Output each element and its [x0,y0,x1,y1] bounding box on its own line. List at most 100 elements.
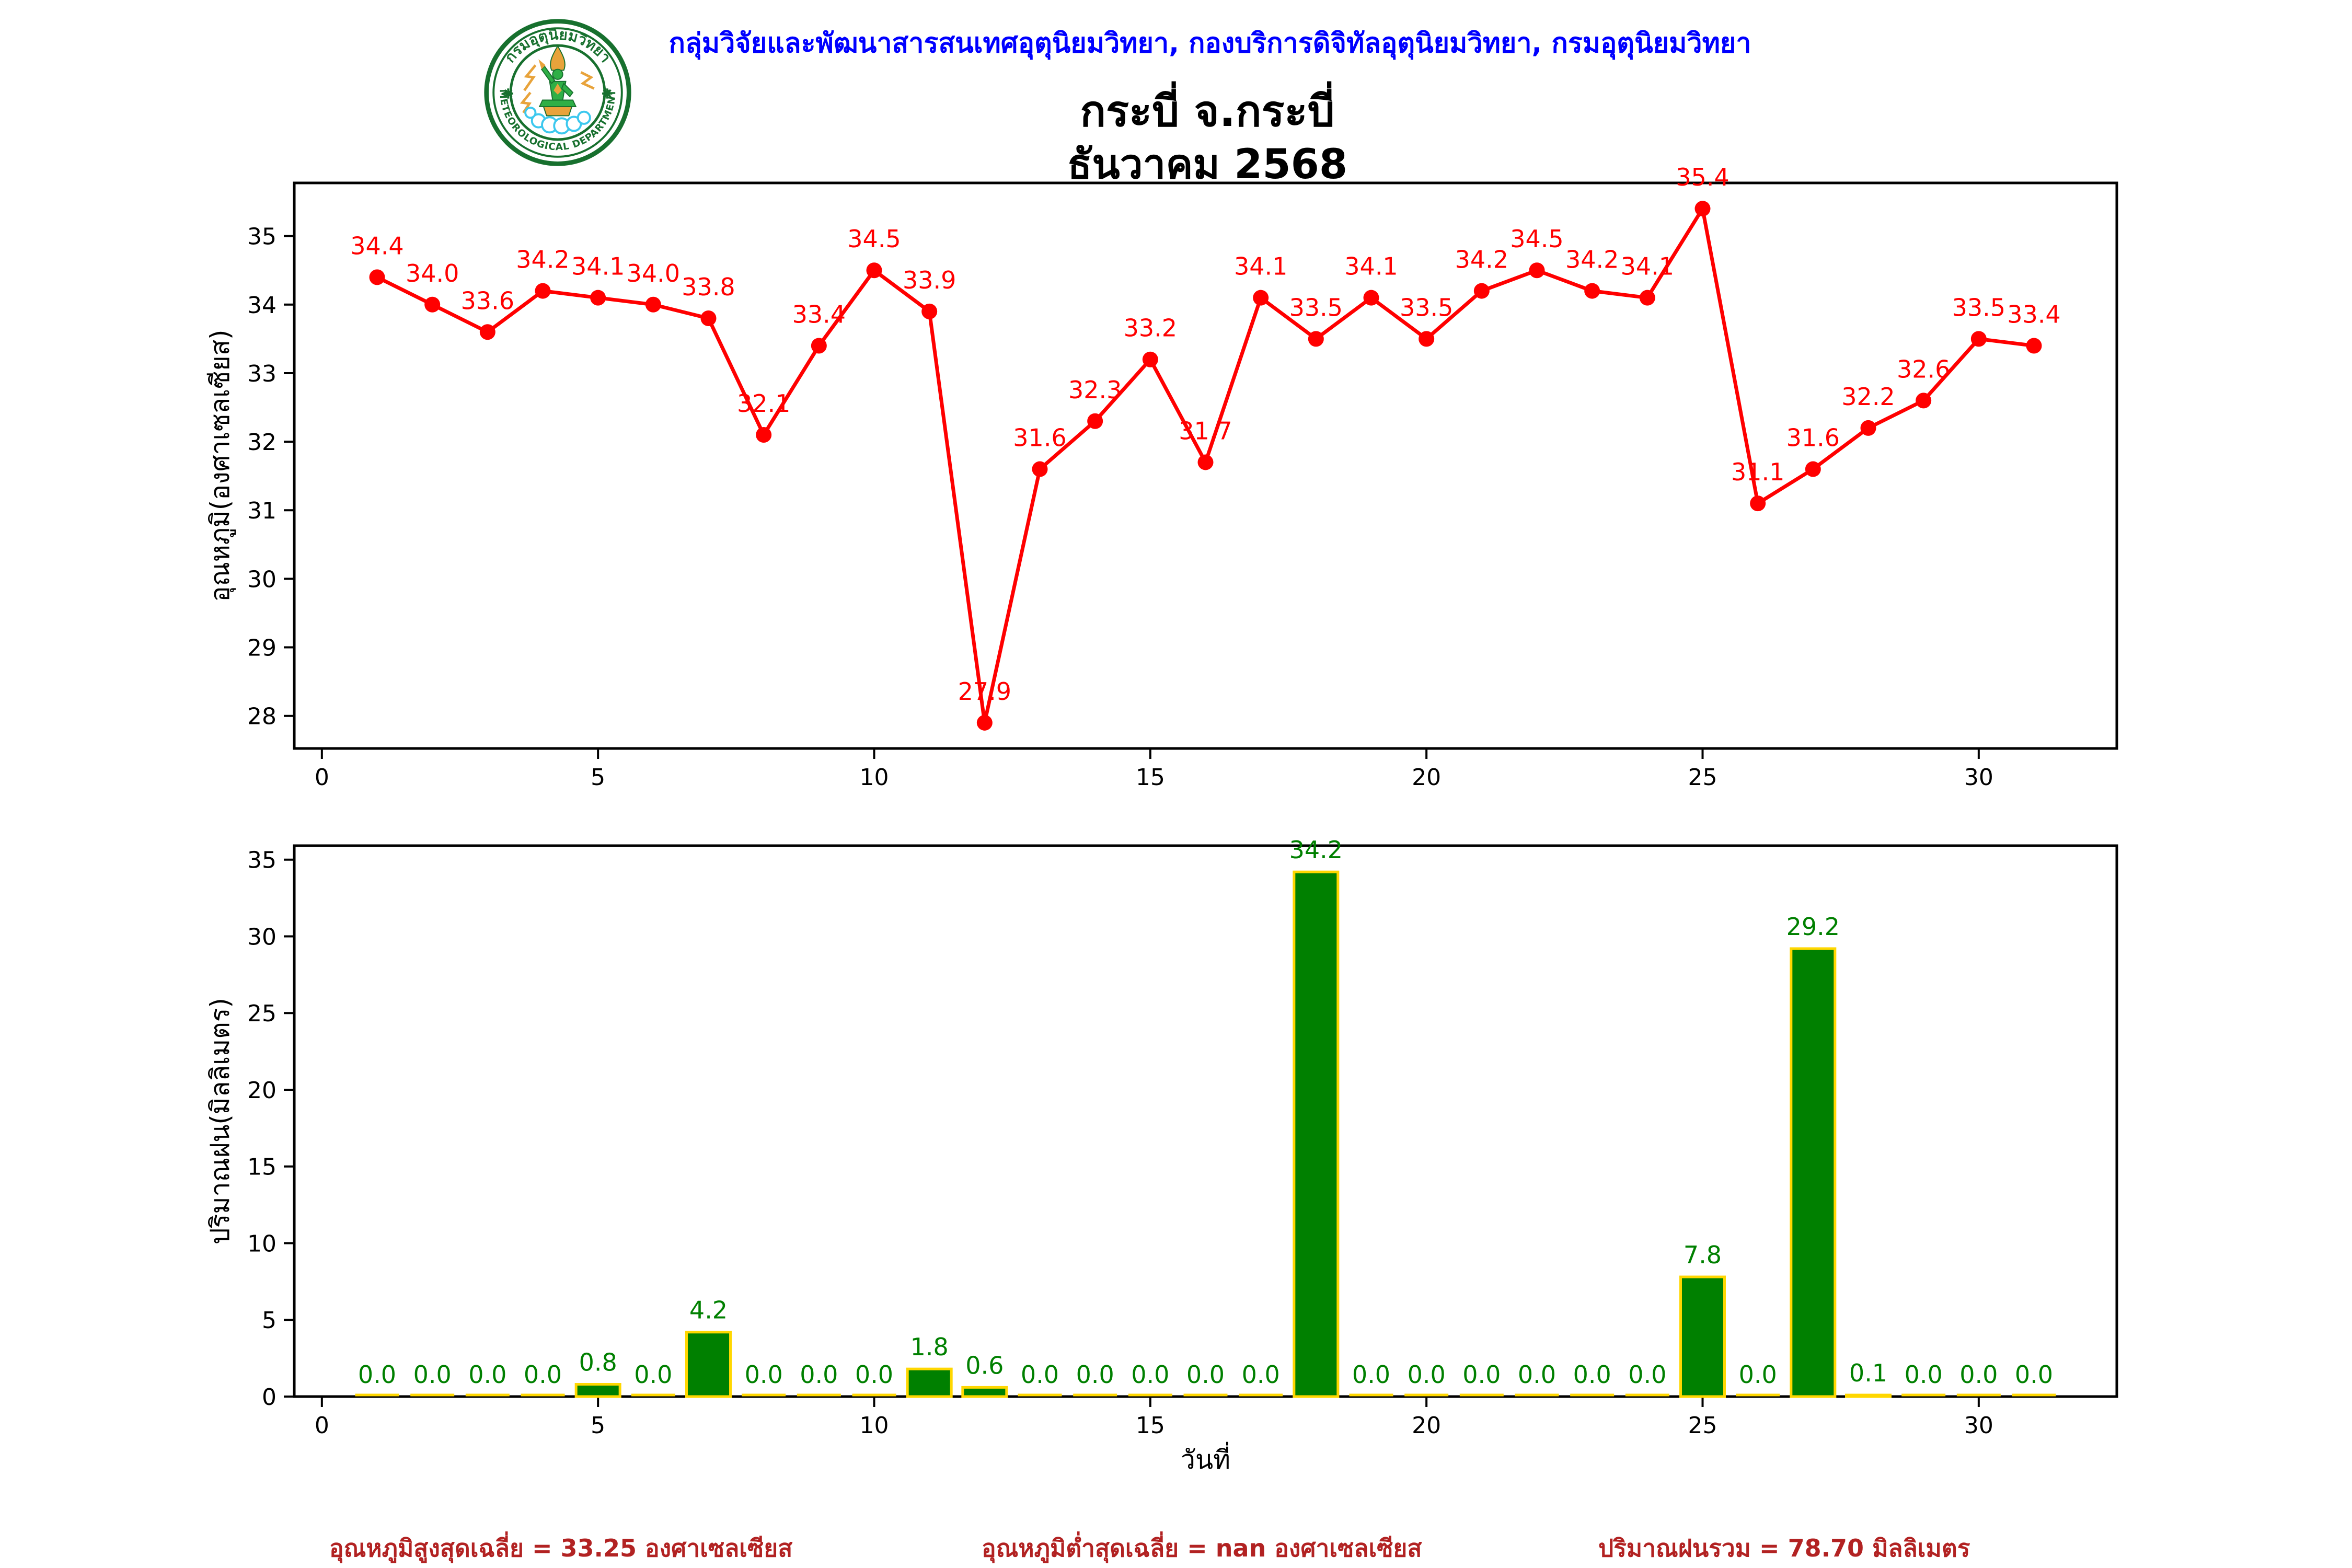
seal-base-platform [543,106,573,117]
temperature-point [1363,290,1379,306]
y-axis-label: อุณหภูมิ(องศาเซลเซียส) [205,329,236,602]
rain-value-label: 0.0 [413,1361,452,1389]
seal-head [552,68,563,80]
avg-min-temp-summary: อุณหภูมิต่ำสุดเฉลี่ย = nan องศาเซลเซียส [982,1534,1422,1562]
rain-value-label: 0.0 [745,1361,783,1389]
temperature-point [590,290,606,306]
temperature-point [1087,413,1103,429]
temperature-value-label: 31.7 [1179,417,1232,445]
y-tick-label: 35 [247,224,276,250]
seal-star-left-icon [503,88,513,99]
x-tick-label: 20 [1412,1412,1441,1439]
rain-value-label: 0.0 [855,1361,893,1389]
avg-max-temp-summary: อุณหภูมิสูงสุดเฉลี่ย = 33.25 องศาเซลเซีย… [329,1534,793,1562]
rain-value-label: 34.2 [1289,836,1343,864]
x-tick-label: 30 [1964,764,1993,791]
seal-left-arm [540,65,556,85]
temperature-point [2026,338,2042,354]
x-tick-label: 5 [591,764,605,791]
temperature-value-label: 34.5 [847,225,901,253]
temperature-point [1529,262,1545,279]
temperature-point [479,324,495,340]
temperature-point [1473,283,1490,299]
plot-frame [293,181,2118,750]
rain-value-label: 0.0 [1242,1361,1280,1389]
temperature-value-label: 33.4 [2007,300,2060,328]
y-tick-label: 28 [247,704,276,730]
y-tick-label: 25 [247,1000,276,1027]
temperature-value-label: 34.2 [516,246,569,274]
seal-middle-ring [492,27,623,158]
rain-value-label: 0.0 [358,1361,396,1389]
temperature-value-label: 33.8 [682,273,735,301]
rain-value-label: 0.6 [965,1351,1004,1379]
temperature-point [1860,420,1876,436]
y-tick-label: 34 [247,292,276,319]
temperature-point [369,269,385,285]
temperature-value-label: 33.6 [461,286,514,315]
rain-value-label: 0.0 [1186,1361,1225,1389]
x-tick-label: 25 [1688,764,1717,791]
temperature-value-label: 33.5 [1289,293,1343,321]
rain-value-label: 1.8 [910,1333,949,1361]
total-rain-summary: ปริมาณฝนรวม = 78.70 มิลลิเมตร [1598,1534,1970,1562]
temperature-value-label: 34.1 [1621,252,1674,281]
rain-bar [685,1331,732,1398]
seal-star-right-icon [602,88,613,99]
rain-value-label: 0.8 [579,1348,617,1377]
seal-clouds-icon [524,107,591,135]
rain-value-label: 29.2 [1786,913,1840,941]
y-tick-label: 20 [247,1077,276,1104]
temperature-value-label: 34.1 [571,252,625,281]
rain-value-label: 0.0 [1021,1361,1059,1389]
temperature-point [1584,283,1600,299]
rain-value-label: 0.0 [1462,1361,1501,1389]
y-tick-label: 0 [262,1384,276,1411]
temperature-value-label: 32.2 [1841,383,1895,411]
temperature-point [1308,331,1324,347]
temperature-point [535,283,551,299]
y-tick-label: 31 [247,498,276,524]
plot-frame [293,844,2118,1398]
rain-value-label: 0.0 [634,1361,672,1389]
y-tick-label: 30 [247,924,276,950]
met-department-seal-icon: กรมอุตุนิยมวิทยา METEOROLOGICAL DEPARTME… [484,19,631,166]
org-name-header: กลุ่มวิจัยและพัฒนาสารสนเทศอุตุนิยมวิทยา,… [668,28,1751,59]
rain-bar [961,1386,1008,1398]
rain-value-label: 0.0 [1076,1361,1114,1389]
rain-value-label: 0.0 [1739,1361,1777,1389]
month-year-title: ธันวาคม 2568 [1067,141,1348,188]
y-tick-label: 32 [247,429,276,456]
x-tick-label: 10 [860,1412,889,1439]
temperature-value-label: 31.6 [1013,424,1066,452]
rain-value-label: 0.0 [800,1361,838,1389]
y-tick-label: 5 [262,1307,276,1334]
rain-bar [1845,1393,1892,1398]
x-tick-label: 5 [591,1412,605,1439]
temperature-point [1694,201,1711,217]
temperature-point [1805,461,1821,477]
temperature-value-label: 33.5 [1952,293,2005,321]
rain-bar [1679,1275,1726,1398]
rain-value-label: 7.8 [1684,1241,1722,1269]
seal-lightning-rays-icon [520,64,595,114]
temperature-point [756,426,772,443]
y-tick-label: 33 [247,361,276,387]
temperature-point [1750,495,1766,512]
x-tick-label: 25 [1688,1412,1717,1439]
temperature-point [424,296,441,313]
y-axis-label: ปริมาณฝน(มิลลิเมตร) [205,998,235,1244]
temperature-value-label: 34.4 [350,232,403,260]
rain-bar [906,1367,953,1398]
temperature-value-label: 32.1 [737,389,790,418]
temperature-point [700,310,717,327]
rain-value-label: 0.1 [1849,1359,1887,1387]
temperature-value-label: 35.4 [1676,163,1729,191]
x-axis-label: วันที่ [1181,1442,1230,1475]
temperature-value-label: 34.0 [627,259,680,287]
temperature-point [1197,454,1214,470]
seal-seated-legs [538,99,577,108]
rain-value-label: 0.0 [1573,1361,1611,1389]
